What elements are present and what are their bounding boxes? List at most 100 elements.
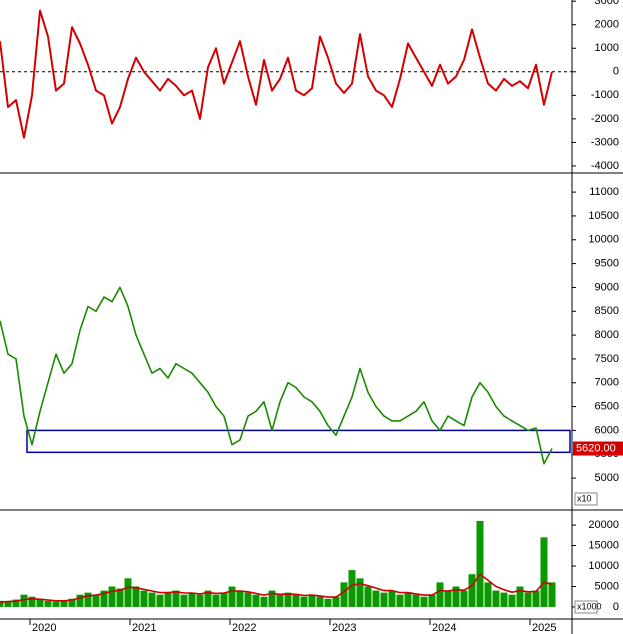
volume-bar: [52, 601, 60, 607]
y-tick-label: 5000: [595, 472, 619, 484]
volume-bar: [0, 600, 4, 607]
volume-bar: [284, 592, 292, 607]
volume-bar: [140, 590, 148, 607]
volume-bar: [308, 594, 316, 607]
y-tick-label: 7500: [595, 353, 619, 365]
x-tick-label: 2022: [232, 622, 256, 634]
volume-bar: [228, 586, 236, 607]
y-tick-label: 1000: [595, 42, 619, 54]
y-tick-label: 10000: [588, 234, 619, 246]
volume-bar: [332, 596, 340, 607]
y-tick-label: 6000: [595, 424, 619, 436]
y-tick-label: 15000: [588, 539, 619, 551]
last-price-box: [573, 441, 623, 456]
volume-bar: [372, 590, 380, 607]
volume-bar: [420, 596, 428, 607]
y-tick-label: 9000: [595, 281, 619, 293]
volume-bar: [540, 537, 548, 607]
volume-bar: [364, 586, 372, 607]
volume-bar: [164, 592, 172, 607]
volume-bar: [524, 592, 532, 607]
y-tick-label: 10500: [588, 210, 619, 222]
volume-bar: [196, 594, 204, 607]
series-line: [0, 286, 553, 465]
volume-bar: [276, 594, 284, 607]
volume-bar: [444, 590, 452, 607]
x-tick-label: 2025: [532, 622, 556, 634]
volume-bar: [340, 582, 348, 607]
volume-bar: [212, 594, 220, 607]
y-tick-label: 2000: [595, 19, 619, 31]
y-tick-label: 20000: [588, 519, 619, 531]
y-tick-label: 5000: [595, 580, 619, 592]
x-tick-label: 2023: [332, 622, 356, 634]
volume-bar: [484, 582, 492, 607]
volume-bar: [428, 594, 436, 607]
volume-bar: [244, 592, 252, 607]
x-tick-label: 2021: [132, 622, 156, 634]
volume-bar: [36, 598, 44, 607]
volume-bar: [220, 592, 228, 607]
volume-bar: [436, 582, 444, 607]
volume-bar: [548, 582, 556, 607]
support-zone: [26, 429, 571, 454]
y-tick-label: 7000: [595, 377, 619, 389]
volume-bar: [44, 600, 52, 607]
volume-bar: [100, 590, 108, 607]
volume-bar: [500, 592, 508, 607]
volume-bar: [172, 590, 180, 607]
volume-bar: [28, 596, 36, 607]
unit-label: x10: [577, 493, 592, 503]
volume-bar: [236, 590, 244, 607]
volume-bar: [468, 574, 476, 607]
unit-box: [574, 492, 598, 506]
volume-bar: [188, 592, 196, 607]
unit-box: [574, 600, 598, 614]
volume-bar: [300, 596, 308, 607]
volume-bar: [452, 586, 460, 607]
volume-bar: [324, 598, 332, 607]
volume-bar: [508, 594, 516, 607]
y-tick-label: -4000: [591, 160, 619, 172]
series-line: [0, 573, 553, 603]
volume-bar: [60, 600, 68, 607]
y-tick-label: 11000: [589, 186, 619, 198]
volume-bar: [12, 599, 20, 607]
volume-bar: [516, 586, 524, 607]
volume-bar: [460, 590, 468, 607]
volume-bar: [84, 592, 92, 607]
unit-label: x1000: [577, 601, 602, 611]
volume-bar: [4, 602, 12, 607]
volume-bar: [260, 596, 268, 607]
volume-bar: [492, 590, 500, 607]
y-tick-label: 8000: [595, 329, 619, 341]
y-tick-label: 10000: [588, 560, 619, 572]
volume-bar: [380, 592, 388, 607]
volume-bar: [348, 570, 356, 607]
y-tick-label: 0: [613, 66, 619, 78]
volume-bar: [316, 596, 324, 607]
last-price-label: 5620.00: [576, 442, 616, 454]
volume-bar: [476, 521, 484, 607]
x-tick-label: 2024: [432, 622, 456, 634]
x-tick-label: 2020: [32, 622, 56, 634]
volume-bar: [404, 592, 412, 607]
volume-bar: [76, 594, 84, 607]
y-tick-label: 9500: [595, 258, 619, 270]
series-line: [0, 9, 553, 139]
y-tick-label: -1000: [591, 89, 619, 101]
volume-bar: [20, 594, 28, 607]
volume-bar: [92, 594, 100, 607]
volume-bar: [132, 586, 140, 607]
y-tick-label: 0: [613, 601, 619, 613]
volume-bar: [356, 578, 364, 607]
volume-bar: [180, 594, 188, 607]
y-tick-label: -3000: [591, 136, 619, 148]
volume-bar: [156, 594, 164, 607]
volume-bar: [204, 590, 212, 607]
volume-bar: [396, 594, 404, 607]
volume-bar: [532, 590, 540, 607]
volume-bar: [412, 594, 420, 607]
y-tick-label: 8500: [595, 305, 619, 317]
